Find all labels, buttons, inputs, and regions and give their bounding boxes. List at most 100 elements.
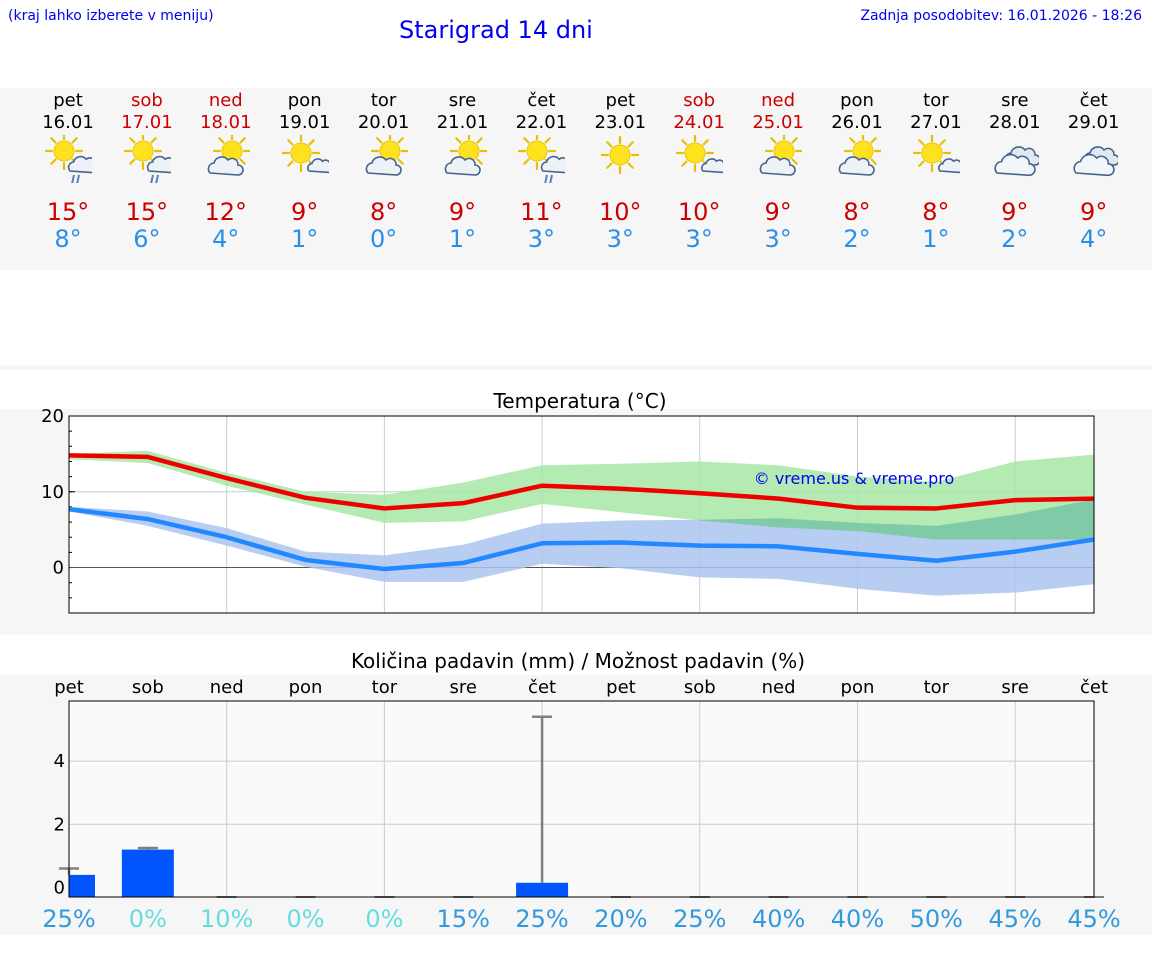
day-column: čet 29.01 9° 4° <box>1054 88 1134 270</box>
day-column: pet 23.01 10° 3° <box>580 88 660 270</box>
x-day-label: pon <box>841 677 875 698</box>
y-tick-label: 10 <box>41 482 64 503</box>
precip-chance-label: 45% <box>1067 905 1120 933</box>
sun-cloud-rain-icon <box>44 135 92 183</box>
precip-chance-label: 15% <box>437 905 490 933</box>
sun-small-cloud-icon <box>912 135 960 174</box>
daily-forecast: pet 16.01 15° 8° sob 17.01 15° 6° ned 18.01 12° 4° p… <box>0 88 1152 270</box>
day-column: tor 20.01 8° 0° <box>344 88 424 270</box>
overlap-band <box>699 499 1094 540</box>
max-temp: 15° <box>125 198 169 226</box>
day-name: pon <box>840 90 874 111</box>
day-name: pon <box>287 90 322 111</box>
max-temp: 11° <box>520 198 563 226</box>
max-temp-line <box>68 453 1095 511</box>
day-name: sre <box>1001 90 1029 111</box>
day-column: pon 26.01 8° 2° <box>817 88 897 270</box>
day-name: ned <box>761 90 796 111</box>
day-column: ned 25.01 9° 3° <box>738 88 818 270</box>
day-name: sre <box>448 90 477 111</box>
day-name: pet <box>605 90 636 111</box>
sun-cloud-icon <box>444 135 487 176</box>
x-day-label: tor <box>924 677 950 698</box>
sun-cloud-rain-icon <box>518 135 566 183</box>
min-temp: 1° <box>922 225 950 253</box>
min-temp: 4° <box>212 225 240 253</box>
day-name: čet <box>1079 90 1108 111</box>
day-name: ned <box>208 90 243 111</box>
min-temp: 3° <box>527 225 556 253</box>
precip-chance-label: 40% <box>752 905 805 933</box>
min-temp: 3° <box>764 225 792 253</box>
min-temp: 0° <box>369 225 398 253</box>
day-date: 16.01 <box>42 112 94 133</box>
cloudy-icon <box>994 146 1039 177</box>
plot-frame <box>68 415 1095 614</box>
location-hint: (kraj lahko izberete v meniju) <box>8 8 214 24</box>
watermark: © vreme.us & vreme.pro <box>754 469 955 488</box>
precip-bar <box>516 882 569 897</box>
temperature-chart: Temperatura (°C) 0 10 20 © vreme.us & vreme.… <box>41 389 1095 614</box>
y-tick-label: 0 <box>53 558 64 579</box>
day-date: 18.01 <box>200 112 252 133</box>
x-day-label: ned <box>762 677 796 698</box>
day-name: čet <box>527 90 556 111</box>
min-temp: 8° <box>54 225 82 253</box>
day-date: 25.01 <box>752 112 804 133</box>
sun-small-cloud-icon <box>676 135 724 174</box>
max-temp: 8° <box>922 198 950 226</box>
day-date: 17.01 <box>121 112 173 133</box>
x-day-label: čet <box>1080 677 1108 698</box>
day-date: 23.01 <box>594 112 647 133</box>
max-temp: 10° <box>677 198 721 226</box>
max-temp: 15° <box>46 198 90 226</box>
max-temp: 10° <box>599 198 642 226</box>
day-column: sre 28.01 9° 2° <box>975 88 1055 270</box>
day-date: 26.01 <box>831 112 883 133</box>
sun-cloud-icon <box>207 135 250 176</box>
day-name: tor <box>923 90 949 111</box>
day-column: sre 21.01 9° 1° <box>423 88 503 270</box>
day-column: čet 22.01 11° 3° <box>501 88 581 270</box>
day-name: sob <box>130 90 163 111</box>
y-tick-label: 20 <box>41 406 64 427</box>
sun-cloud-icon <box>759 135 803 176</box>
plot-frame <box>68 700 1095 898</box>
x-day-label: sre <box>449 677 476 698</box>
forecast-band <box>0 88 1152 270</box>
precip-chance-label: 50% <box>910 905 963 933</box>
precip-chance-label: 0% <box>129 905 167 933</box>
day-column: sob 17.01 15° 6° <box>107 88 187 270</box>
precip-chance-label: 20% <box>594 905 647 933</box>
day-column: tor 27.01 8° 1° <box>896 88 976 270</box>
precip-chance-label: 0% <box>365 905 403 933</box>
min-temp: 2° <box>843 225 871 253</box>
sun-icon <box>601 135 640 175</box>
min-temp: 2° <box>1001 225 1029 253</box>
sun-cloud-icon <box>838 135 881 176</box>
day-date: 22.01 <box>515 112 568 133</box>
day-date: 20.01 <box>357 112 410 133</box>
plot-area <box>69 701 1094 897</box>
day-column: sob 24.01 10° 3° <box>659 88 739 270</box>
day-date: 27.01 <box>910 112 962 133</box>
sun-small-cloud-icon <box>281 135 329 174</box>
x-day-label: tor <box>372 677 398 698</box>
day-column: ned 18.01 12° 4° <box>186 88 266 270</box>
x-day-label: sre <box>1001 677 1028 698</box>
max-range-band <box>69 450 1094 540</box>
y-tick-label: 2 <box>54 814 65 835</box>
precip-bar <box>69 874 95 897</box>
x-day-label: pet <box>606 677 636 698</box>
sun-cloud-rain-icon <box>123 135 171 183</box>
precip-chance-label: 25% <box>673 905 726 933</box>
day-date: 24.01 <box>673 112 725 133</box>
day-name: tor <box>370 90 397 111</box>
max-temp: 12° <box>204 198 248 226</box>
precip-chance-label: 25% <box>42 905 95 933</box>
sun-cloud-icon <box>365 135 408 176</box>
max-temp: 9° <box>448 198 477 226</box>
day-date: 19.01 <box>278 112 331 133</box>
min-temp: 1° <box>291 225 319 253</box>
y-tick-label: 0 <box>54 878 65 899</box>
